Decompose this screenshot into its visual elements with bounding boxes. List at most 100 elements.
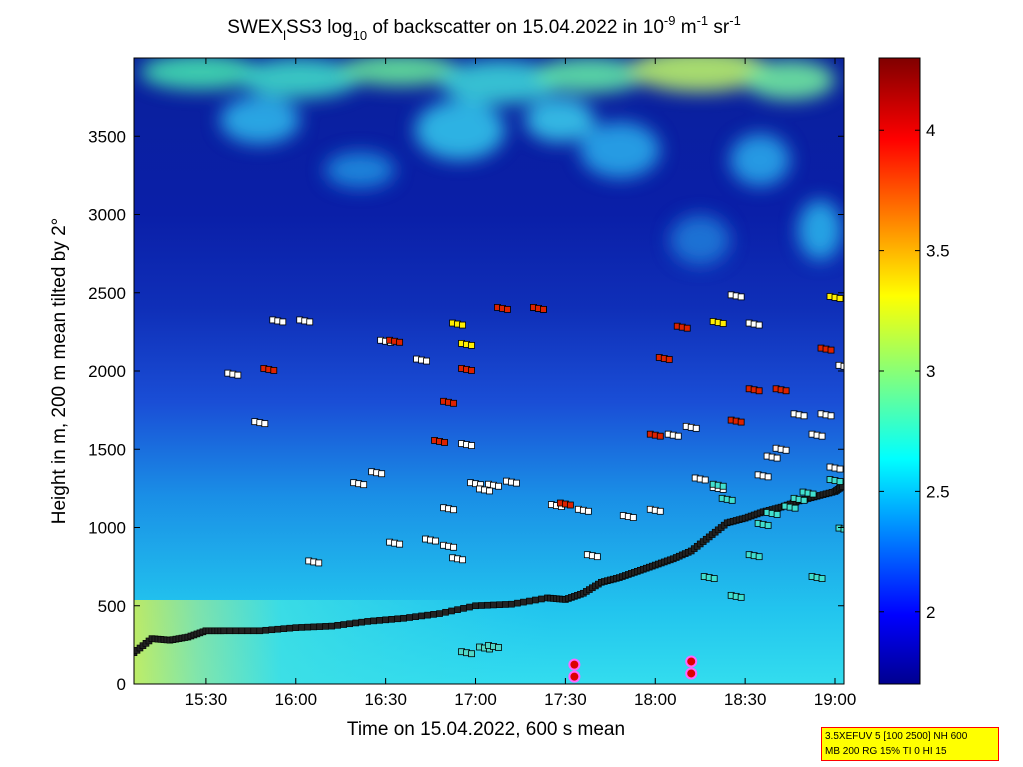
- x-tick-label: 16:30: [364, 690, 407, 709]
- x-tick-label: 16:00: [274, 690, 317, 709]
- cloud-base-white-point: [800, 412, 808, 420]
- colorbar: [878, 57, 921, 685]
- boundary-layer-point: [514, 599, 521, 607]
- boundary-layer-point: [334, 622, 342, 629]
- cloud-base-white-point: [450, 506, 457, 514]
- cloud-base-cyan-point: [710, 575, 718, 582]
- cloud-base-white-point: [701, 476, 709, 484]
- cloud-base-red-point: [665, 356, 673, 363]
- boundary-layer-point: [502, 601, 509, 608]
- boundary-layer-point: [538, 595, 545, 603]
- y-axis-label: Height in m, 200 m mean tilted by 2°: [49, 218, 70, 524]
- boundary-layer-point: [238, 627, 246, 635]
- cloud-base-yellow-point: [459, 321, 466, 329]
- boundary-layer-point: [436, 610, 443, 617]
- boundary-layer-point: [394, 615, 401, 623]
- info-line-1: 3.5XEFUV 5 [100 2500] NH 600: [825, 731, 968, 742]
- boundary-layer-point: [478, 602, 485, 609]
- cloud-base-red-series: [260, 303, 835, 509]
- cloud-base-yellow-point: [468, 341, 475, 349]
- boundary-layer-point: [442, 608, 449, 616]
- boundary-layer-point: [280, 625, 288, 633]
- x-tick-label: 17:30: [544, 690, 587, 709]
- cloud-base-white-point: [827, 412, 835, 420]
- cloud-base-red-point: [450, 399, 457, 407]
- colorbar-tick-label: 2.5: [926, 482, 950, 501]
- boundary-layer-point: [274, 625, 282, 633]
- colorbar-tick-label: 3: [926, 362, 935, 381]
- cloud-base-white-point: [755, 321, 763, 329]
- cloud-base-red-point: [540, 305, 547, 313]
- x-tick-label: 18:00: [634, 690, 677, 709]
- boundary-layer-point: [466, 603, 473, 611]
- x-tick-label: 18:30: [724, 690, 767, 709]
- cloud-base-white-point: [423, 357, 430, 365]
- x-axis-label: Time on 15.04.2022, 600 s mean: [347, 719, 625, 740]
- cloud-base-red-point: [656, 432, 664, 440]
- boundary-layer-point: [370, 617, 377, 625]
- y-tick-label: 1000: [88, 519, 126, 538]
- cloud-base-white-point: [593, 553, 601, 561]
- boundary-layer-point: [352, 619, 359, 627]
- x-tick-label: 19:00: [814, 690, 857, 709]
- colorbar-axis: 2 2.5 3 3.5 4: [879, 121, 950, 622]
- cloud-base-white-point: [450, 543, 457, 551]
- boundary-layer-point: [292, 624, 300, 631]
- magenta-marker-point: [568, 658, 581, 671]
- cloud-base-white-point: [261, 420, 269, 428]
- boundary-layer-point: [508, 600, 515, 608]
- y-tick-label: 0: [117, 675, 126, 694]
- low-cloud-point: [495, 644, 502, 651]
- cloud-base-white-point: [396, 540, 404, 548]
- cloud-base-white-point: [584, 507, 592, 515]
- boundary-layer-point: [346, 620, 353, 628]
- boundary-layer-point: [340, 621, 348, 628]
- y-tick-label: 3500: [88, 127, 126, 146]
- magenta-marker-point: [685, 667, 698, 680]
- boundary-layer-point: [490, 601, 497, 609]
- info-line-2: MB 200 RG 15% TI 0 HI 15: [825, 746, 947, 757]
- boundary-layer-point: [220, 627, 228, 635]
- boundary-layer-point: [424, 611, 431, 619]
- cloud-base-white-point: [315, 559, 323, 567]
- cloud-base-cyan-point: [836, 478, 844, 485]
- cloud-base-red-point: [396, 338, 404, 346]
- boundary-layer-point: [430, 611, 437, 618]
- cloud-base-white-point: [360, 481, 368, 489]
- cloud-base-white-point: [629, 514, 637, 521]
- colorbar-tick-label: 3.5: [926, 242, 950, 261]
- magenta-marker-series: [568, 655, 698, 683]
- boundary-layer-point: [412, 613, 419, 621]
- boundary-layer-point: [454, 606, 461, 613]
- cloud-base-white-point: [459, 556, 466, 564]
- y-tick-label: 500: [98, 597, 126, 616]
- cloud-base-cyan-point: [818, 575, 826, 582]
- cloud-base-white-point: [495, 482, 502, 490]
- cloud-base-cyan-point: [737, 593, 745, 601]
- boundary-layer-point: [328, 622, 336, 630]
- cloud-base-red-point: [827, 346, 835, 354]
- y-axis: 0 500 1000 1500 2000 2500 3000 3500: [88, 127, 844, 694]
- y-tick-label: 2000: [88, 362, 126, 381]
- boundary-layer-point: [484, 601, 491, 609]
- cloud-base-white-point: [468, 442, 475, 449]
- cloud-base-cyan-point: [800, 496, 808, 504]
- cloud-base-cyan-point: [773, 511, 781, 518]
- cloud-base-white-point: [378, 470, 386, 478]
- cloud-base-cyan-series: [700, 476, 844, 601]
- magenta-marker-point: [685, 655, 698, 668]
- processing-info-box: 3.5XEFUV 5 [100 2500] NH 600 MB 200 RG 1…: [821, 727, 999, 761]
- cloud-base-white-point: [234, 371, 242, 379]
- cloud-base-red-point: [468, 367, 475, 374]
- y-tick-label: 1500: [88, 440, 126, 459]
- cloud-base-white-point: [306, 318, 314, 326]
- boundary-layer-point: [364, 618, 371, 625]
- boundary-layer-point: [304, 623, 312, 631]
- boundary-layer-point: [232, 627, 240, 635]
- cloud-base-yellow-series: [449, 293, 844, 349]
- boundary-layer-point: [310, 623, 318, 631]
- cloud-base-cyan-point: [755, 553, 763, 561]
- cloud-base-red-point: [441, 439, 448, 446]
- boundary-layer-point: [244, 627, 252, 635]
